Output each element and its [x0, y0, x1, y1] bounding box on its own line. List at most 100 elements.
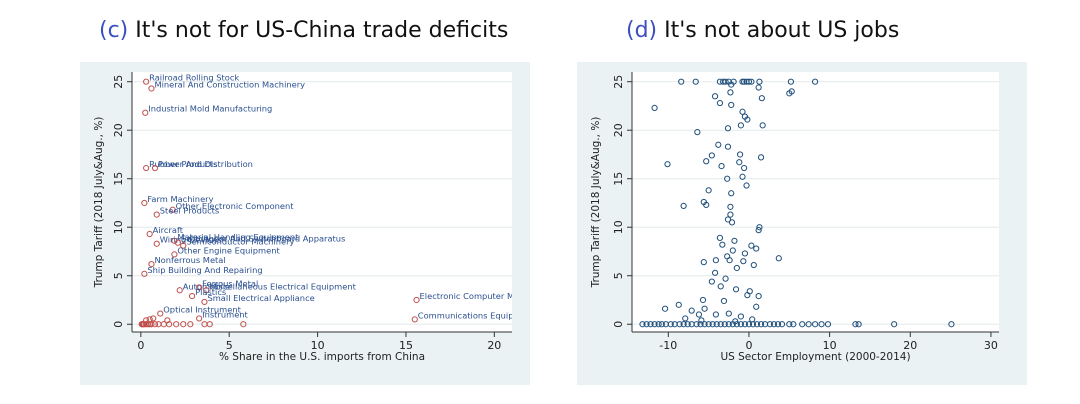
data-point: [756, 224, 763, 231]
data-point: [778, 321, 786, 328]
data-point: [729, 321, 736, 328]
data-point: [717, 283, 724, 290]
data-point: [775, 255, 782, 262]
data-point: [749, 321, 757, 328]
data-point: [206, 321, 213, 328]
data-point: [732, 286, 740, 293]
data-point: [724, 143, 732, 150]
data-point: [737, 321, 744, 328]
data-point: [712, 311, 719, 318]
data-point: [739, 108, 746, 115]
data-point: [736, 159, 743, 166]
data-point: [141, 270, 148, 277]
data-point-label: Other Engine Equipment: [177, 245, 280, 255]
data-point: [655, 321, 662, 328]
data-point: [240, 321, 247, 328]
data-point: [703, 201, 710, 209]
data-point: [180, 242, 187, 249]
data-point-label: Mineral And Construction Machinery: [154, 79, 305, 89]
scatter-chart-c: 0 5 10 15 20 25 0 5 10 15 20 % Share in the U.S. im…: [93, 72, 530, 363]
data-point: [196, 315, 203, 322]
data-point: [758, 95, 765, 102]
x-tick-label: 0: [137, 339, 144, 352]
panel-d-title-text: It's not about US jobs: [664, 18, 900, 43]
data-point: [728, 81, 735, 88]
data-point-label: Electronic Computer Manufacturing: [420, 291, 530, 301]
data-point: [716, 99, 724, 107]
plot-area: [632, 72, 999, 332]
y-tick-label: 25: [112, 75, 125, 89]
data-point: [694, 129, 701, 136]
data-point: [744, 292, 751, 299]
data-point-label: Other Electronic Component: [176, 201, 295, 211]
data-point: [724, 175, 731, 182]
data-point: [755, 227, 762, 234]
data-point: [750, 261, 757, 269]
data-point: [146, 230, 153, 238]
data-point: [712, 257, 719, 264]
data-point: [411, 316, 418, 323]
x-tick-label: 15: [399, 339, 413, 352]
data-point: [639, 321, 646, 328]
chart-panel-c: 0 5 10 15 20 25 0 5 10 15 20 % Share in the U.S. im…: [80, 62, 530, 385]
data-point: [740, 258, 747, 265]
data-point: [774, 321, 782, 328]
data-point: [766, 321, 774, 328]
panel-c-title-text: It's not for US-China trade deficits: [135, 18, 509, 43]
data-point: [148, 260, 155, 268]
data-point: [153, 240, 160, 247]
data-point: [770, 321, 778, 328]
data-point: [725, 321, 732, 328]
data-point: [196, 284, 203, 291]
y-tick-label: 0: [612, 321, 625, 328]
y-axis-label: Trump Tariff (2018 July&Aug., %): [590, 117, 602, 289]
data-point: [699, 296, 707, 304]
data-point: [651, 321, 658, 328]
data-point: [745, 78, 753, 85]
data-point: [741, 250, 749, 257]
data-point: [741, 164, 748, 172]
data-point-label: Wiring Devices: [160, 235, 222, 245]
data-point: [143, 164, 150, 172]
data-point: [173, 321, 180, 328]
data-point: [718, 163, 725, 170]
data-point: [166, 321, 173, 328]
data-point: [948, 321, 955, 328]
data-point-label: Material Handling Equipment: [177, 232, 299, 242]
y-tick-label: 20: [612, 123, 625, 137]
data-point: [805, 321, 812, 328]
data-point: [703, 158, 710, 165]
data-point: [731, 237, 738, 244]
data-point-label: Aircraft: [153, 225, 184, 235]
data-point: [174, 239, 182, 246]
data-point: [684, 321, 691, 328]
data-point: [787, 78, 794, 85]
data-point: [733, 321, 740, 328]
x-tick-label: 20: [487, 339, 501, 352]
data-point-label: Automobile: [183, 281, 230, 291]
data-point: [753, 303, 760, 310]
data-point-label: Miscellaneous Electrical Equipment: [209, 281, 356, 291]
data-point: [786, 321, 793, 328]
panel-c-tag: (c): [99, 18, 129, 43]
data-point-label: Railroad Rolling Stock: [149, 73, 239, 83]
data-point: [682, 315, 689, 322]
data-point: [675, 301, 682, 308]
data-point: [188, 293, 196, 300]
data-point: [716, 234, 724, 241]
data-point: [143, 317, 150, 324]
data-point: [741, 321, 749, 328]
data-point: [146, 316, 153, 323]
data-point: [736, 151, 744, 158]
x-tick-label: 20: [903, 339, 917, 352]
data-point: [726, 257, 733, 264]
data-point: [745, 321, 753, 328]
data-point: [708, 152, 715, 159]
data-point: [151, 164, 159, 172]
data-point: [811, 78, 819, 85]
data-point: [756, 78, 763, 85]
data-point: [187, 321, 194, 328]
data-point: [728, 190, 735, 197]
data-point: [724, 125, 732, 132]
data-point: [755, 293, 762, 300]
